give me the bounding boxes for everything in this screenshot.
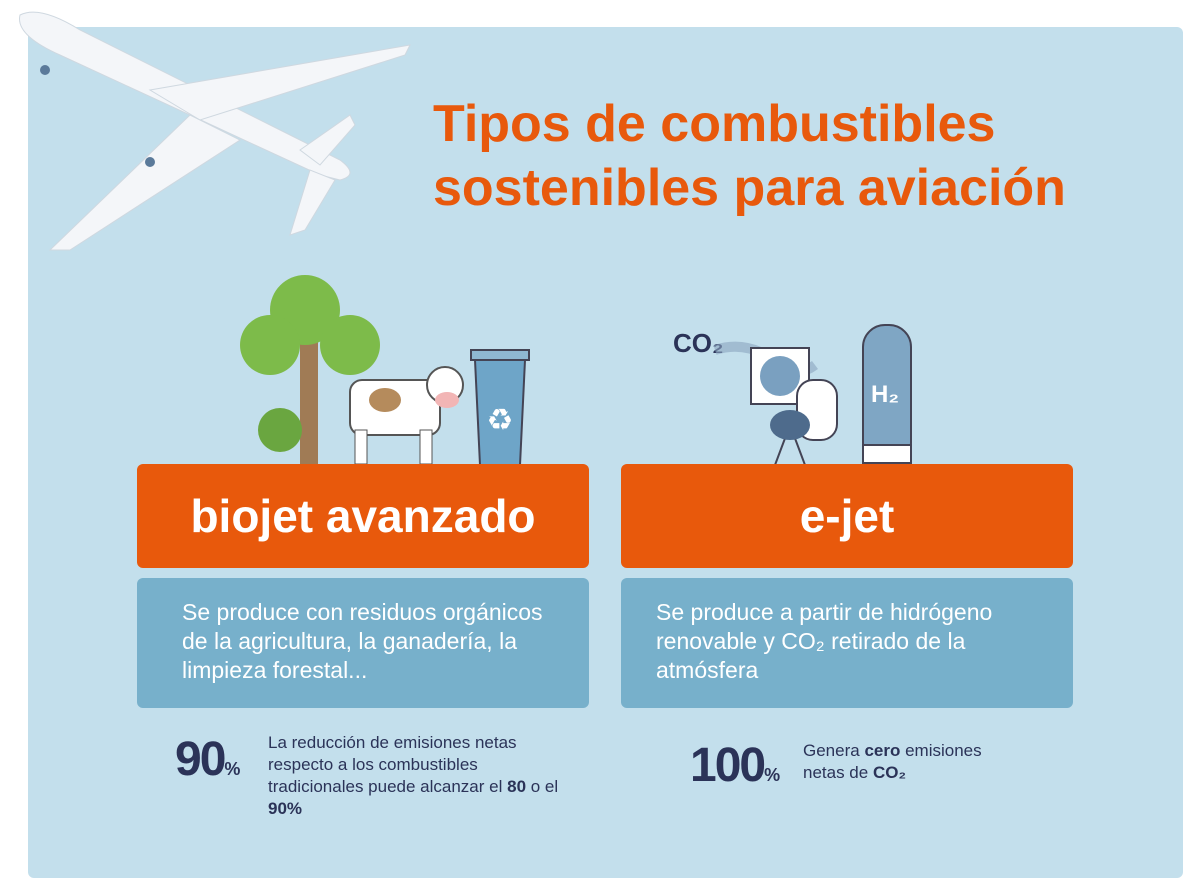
title-line-2: sostenibles para aviación: [433, 159, 1066, 217]
ejet-stat-note: Genera cero emisiones netas de CO₂: [803, 740, 1023, 784]
h2-label: H₂: [871, 381, 899, 408]
note-bold: 90%: [268, 799, 303, 818]
note-text: emisiones netas de: [803, 741, 982, 782]
note-text: La reducción de emisiones netas respecto…: [268, 733, 517, 796]
tree-cow-bin-illustration: ♻: [240, 275, 530, 466]
note-text: Genera: [803, 741, 865, 760]
airplane-icon: [19, 11, 411, 251]
co2-label: CO₂: [673, 328, 724, 358]
stat-value: 90: [175, 733, 226, 786]
note-bold: CO₂: [872, 763, 907, 782]
ejet-description: Se produce a partir de hidrógeno renovab…: [621, 578, 1073, 708]
biojet-description: Se produce con residuos orgánicos de la …: [137, 578, 589, 708]
note-bold: cero: [864, 741, 901, 760]
stat-unit: %: [224, 759, 241, 779]
biojet-stat-note: La reducción de emisiones netas respecto…: [268, 732, 568, 820]
ejet-label: e-jet: [621, 464, 1073, 568]
page-title: Tipos de combustibles sostenibles para a…: [433, 92, 1066, 220]
co2-hydrogen-illustration: CO₂ H₂: [673, 324, 912, 466]
ejet-stat: 100%: [690, 738, 780, 793]
stat-unit: %: [764, 765, 781, 785]
note-bold: 80: [507, 777, 527, 796]
title-line-1: Tipos de combustibles: [433, 95, 996, 153]
biojet-stat: 90%: [175, 732, 240, 787]
stat-value: 100: [690, 739, 766, 792]
background-panel: [28, 27, 1183, 878]
svg-text:♻: ♻: [487, 404, 514, 437]
biojet-label: biojet avanzado: [137, 464, 589, 568]
note-text: o el: [526, 777, 559, 796]
